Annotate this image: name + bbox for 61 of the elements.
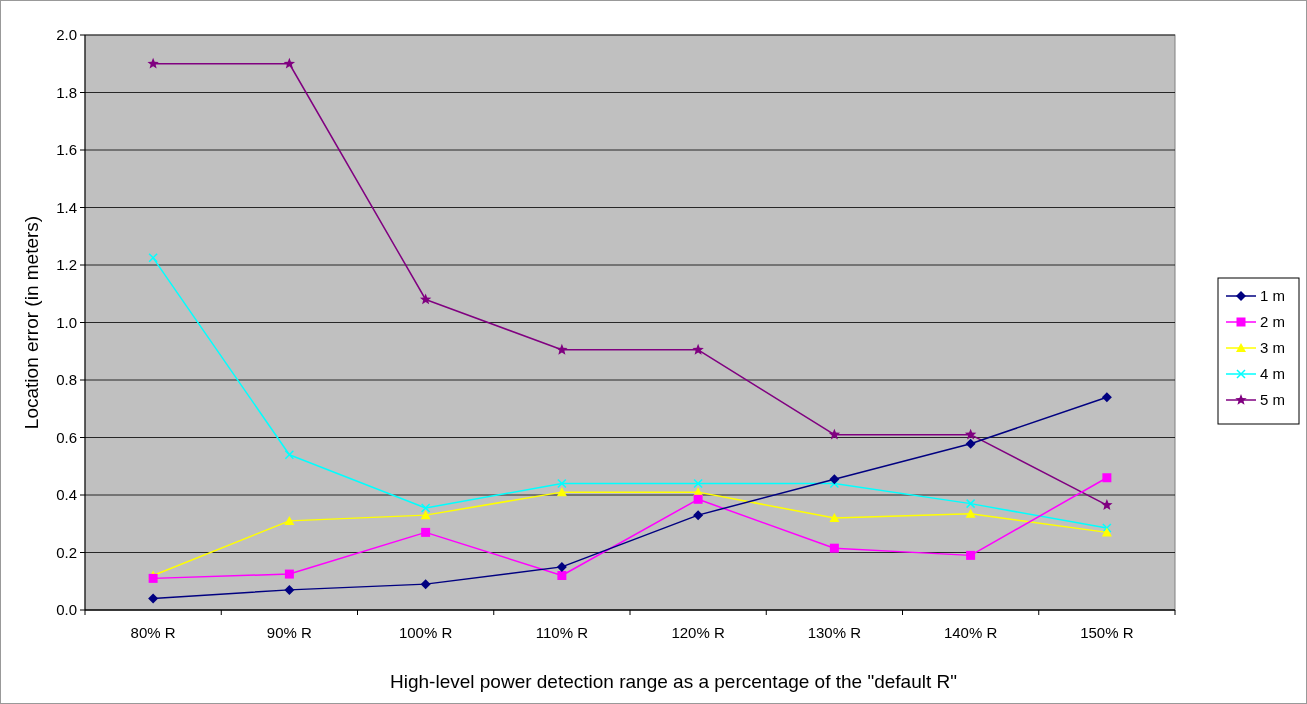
point bbox=[420, 510, 431, 520]
legend-label: 5 m bbox=[1260, 391, 1286, 409]
point bbox=[1102, 473, 1112, 483]
legend-label: 3 m bbox=[1260, 339, 1286, 357]
y-tick-label: 1.6 bbox=[56, 141, 77, 159]
point bbox=[693, 494, 703, 504]
point bbox=[693, 478, 703, 489]
x-tick-label: 80% R bbox=[130, 624, 176, 641]
y-tick-label: 0.8 bbox=[56, 371, 77, 389]
point bbox=[421, 527, 431, 537]
y-axis-title: Location error (in meters) bbox=[21, 215, 42, 430]
point bbox=[557, 571, 567, 580]
x-tick-label: 110% R bbox=[535, 624, 589, 641]
y-tick-label: 1.8 bbox=[56, 83, 77, 101]
point bbox=[965, 508, 976, 518]
point bbox=[693, 510, 704, 521]
y-tick-label: 0.4 bbox=[56, 486, 77, 504]
point bbox=[965, 438, 976, 449]
point bbox=[419, 293, 432, 305]
point bbox=[420, 579, 431, 590]
point bbox=[692, 343, 704, 355]
point bbox=[283, 57, 296, 69]
point bbox=[148, 593, 159, 604]
point bbox=[284, 584, 295, 595]
point bbox=[284, 515, 295, 525]
y-tick-label: 0.0 bbox=[56, 601, 77, 619]
legend-label: 1 m bbox=[1260, 287, 1286, 305]
x-tick-label: 100% R bbox=[398, 624, 453, 641]
point bbox=[964, 428, 977, 440]
y-tick-label: 2.0 bbox=[56, 26, 77, 44]
x-tick-label: 130% R bbox=[807, 624, 862, 641]
point bbox=[1101, 527, 1112, 537]
point bbox=[1102, 523, 1112, 533]
point bbox=[556, 561, 567, 572]
y-tick-label: 0.6 bbox=[56, 428, 77, 446]
point bbox=[829, 474, 840, 485]
legend-label: 2 m bbox=[1260, 313, 1286, 331]
point bbox=[147, 57, 159, 69]
x-tick-label: 150% R bbox=[1080, 624, 1134, 641]
y-tick-label: 1.0 bbox=[56, 313, 77, 331]
y-tick-label: 1.4 bbox=[56, 198, 77, 216]
x-tick-label: 140% R bbox=[943, 624, 998, 641]
legend-label: 4 m bbox=[1260, 365, 1286, 383]
point bbox=[829, 543, 839, 553]
point bbox=[556, 343, 568, 355]
point bbox=[966, 550, 976, 560]
point bbox=[829, 513, 840, 522]
point bbox=[557, 478, 567, 489]
point bbox=[420, 503, 431, 513]
point bbox=[1101, 392, 1112, 403]
y-tick-label: 0.2 bbox=[56, 543, 77, 561]
point bbox=[1101, 499, 1113, 510]
point bbox=[284, 450, 295, 460]
y-tick-label: 1.2 bbox=[56, 256, 77, 274]
point bbox=[965, 498, 976, 509]
x-tick-label: 90% R bbox=[266, 624, 313, 641]
x-axis-title: High-level power detection range as a percentage of the "default R" bbox=[390, 671, 957, 692]
point bbox=[284, 569, 294, 579]
point bbox=[556, 487, 567, 497]
x-tick-label: 120% R bbox=[671, 624, 725, 641]
point bbox=[148, 253, 158, 263]
